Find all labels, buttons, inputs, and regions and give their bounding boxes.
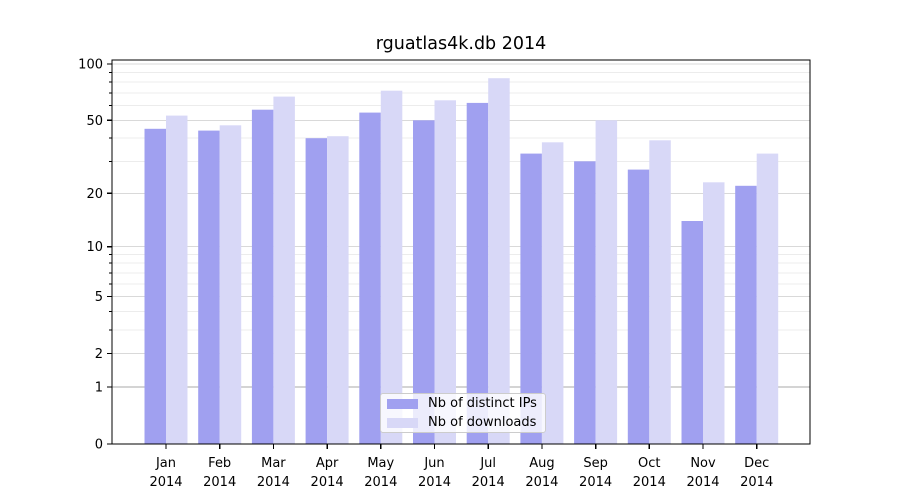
bar: [305, 138, 328, 444]
axes-box: [111, 59, 811, 445]
bar: [595, 120, 618, 445]
bar: [251, 109, 274, 444]
bars-series-0: [144, 102, 757, 445]
x-tick-label-year: 2014: [418, 475, 451, 490]
x-tick-label-year: 2014: [257, 475, 290, 490]
bar: [273, 96, 295, 444]
y-tick-label: 100: [78, 58, 103, 73]
bar: [359, 112, 381, 444]
x-tick-label-year: 2014: [740, 475, 773, 490]
x-tick-label: Dec: [744, 456, 769, 471]
legend-entry-distinct-ips: Nb of distinct IPs: [387, 394, 545, 413]
x-tick-label: Jan: [155, 456, 176, 471]
bar: [166, 115, 188, 444]
x-tick-label-year: 2014: [472, 475, 505, 490]
x-tick-label: Nov: [690, 456, 716, 471]
x-tick-label-year: 2014: [579, 475, 612, 490]
bar: [627, 169, 650, 444]
legend-label-distinct-ips: Nb of distinct IPs: [428, 396, 537, 411]
x-tick-label: Sep: [583, 456, 608, 471]
bar: [219, 125, 242, 445]
x-tick-label: Apr: [316, 456, 339, 471]
bar: [735, 185, 757, 445]
y-tick-label: 20: [86, 187, 103, 202]
y-tick-label: 2: [95, 347, 103, 362]
bar: [466, 102, 489, 445]
bar: [144, 128, 166, 445]
legend-swatch-downloads: [387, 417, 418, 428]
y-tick-label: 5: [95, 290, 103, 305]
x-tick-label: Jun: [423, 456, 444, 471]
legend: Nb of distinct IPs Nb of downloads: [380, 393, 546, 433]
x-tick-label-year: 2014: [149, 475, 182, 490]
bars-series-1: [166, 78, 779, 445]
x-tick-label: Aug: [529, 456, 554, 471]
bar: [380, 90, 403, 444]
x-ticks: Jan 2014 Feb 2014 Mar 2014 Apr 2014 May 2014 Jun 20…: [149, 444, 773, 490]
bar: [198, 130, 220, 444]
y-tick-label: 0: [95, 438, 103, 453]
x-tick-label: May: [367, 456, 394, 471]
y-tick-label: 1: [95, 380, 103, 395]
x-tick-label-year: 2014: [311, 475, 344, 490]
chart-title: rguatlas4k.db 2014: [375, 34, 547, 54]
x-tick-label: Mar: [261, 456, 286, 471]
legend-label-downloads: Nb of downloads: [428, 415, 537, 430]
legend-entry-downloads: Nb of downloads: [387, 413, 545, 432]
bar: [520, 153, 542, 444]
bar: [574, 161, 596, 445]
bar: [703, 182, 725, 445]
y-ticks: 0 1 2 5 10 20 50 100: [78, 58, 112, 453]
x-tick-label-year: 2014: [633, 475, 666, 490]
legend-swatch-distinct-ips: [387, 398, 418, 409]
bar: [488, 78, 510, 444]
bar: [541, 142, 564, 445]
y-tick-label: 10: [86, 240, 103, 255]
y-tick-label: 50: [86, 114, 103, 129]
x-tick-label-year: 2014: [525, 475, 558, 490]
x-tick-label: Oct: [638, 456, 660, 471]
x-tick-label-year: 2014: [203, 475, 236, 490]
x-tick-label: Jul: [479, 456, 496, 471]
x-tick-label-year: 2014: [686, 475, 719, 490]
bar: [413, 120, 435, 445]
bar: [434, 100, 456, 445]
bar: [756, 153, 779, 444]
bar: [649, 140, 671, 445]
x-tick-label-year: 2014: [364, 475, 397, 490]
x-tick-label: Feb: [208, 456, 231, 471]
bar: [681, 221, 703, 444]
bar: [327, 136, 349, 444]
